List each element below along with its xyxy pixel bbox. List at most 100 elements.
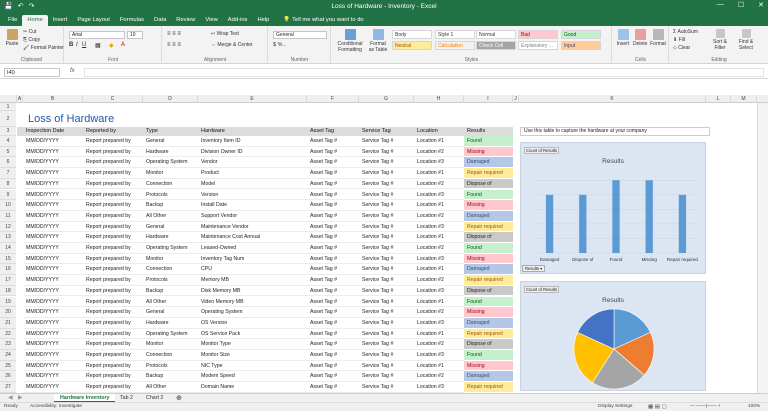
table-cell[interactable]: Backup [143,371,198,383]
table-cell[interactable]: MM/DD/YYYY [23,222,83,233]
close-icon[interactable]: ✕ [758,2,764,9]
tab-view[interactable]: View [205,17,218,23]
row-number[interactable]: 10 [0,200,16,211]
column-header[interactable]: L [706,95,731,103]
font-size-select[interactable]: 10 [127,31,143,39]
table-cell[interactable]: Asset Tag # [307,190,359,201]
tab-file[interactable]: File [8,17,18,23]
table-cell[interactable]: Asset Tag # [307,382,359,393]
table-cell[interactable]: Asset Tag # [307,222,359,233]
column-header[interactable]: H [414,95,464,103]
table-cell[interactable]: Asset Tag # [307,232,359,243]
row-number[interactable]: 13 [0,232,16,243]
table-cell[interactable]: Service Tag # [359,329,414,340]
row-number[interactable]: 25 [0,360,16,372]
select-all-corner[interactable] [0,95,17,103]
table-cell[interactable]: Service Tag # [359,361,414,372]
result-cell[interactable]: Dispose of [464,178,513,190]
table-cell[interactable]: Video Memory MB [198,297,307,308]
tab-add-ins[interactable]: Add-ins [227,17,248,23]
table-cell[interactable]: Location #3 [414,190,464,201]
table-cell[interactable]: MM/DD/YYYY [23,275,83,286]
table-cell[interactable]: Service Tag # [359,222,414,233]
insert-cells-button[interactable]: Insert [616,29,630,47]
table-cell[interactable]: Product [198,168,307,179]
tab-formulas[interactable]: Formulas [119,17,145,23]
table-cell[interactable]: Report prepared by [83,371,143,383]
table-cell[interactable]: Location #1 [414,361,464,372]
result-cell[interactable]: Repair required [464,275,513,286]
cell-style-option[interactable]: Bad [518,30,558,39]
result-cell[interactable]: Repair required [464,221,513,233]
row-number[interactable]: 17 [0,275,16,286]
row-number[interactable]: 27 [0,382,16,393]
result-cell[interactable]: Found [464,350,513,361]
tab-data[interactable]: Data [154,17,167,23]
table-cell[interactable]: Location #1 [414,168,464,179]
result-cell[interactable]: Damaged [464,371,513,383]
table-header-cell[interactable]: Results [467,128,486,134]
table-cell[interactable]: Location #1 [414,329,464,340]
table-cell[interactable]: Report prepared by [83,254,143,265]
table-cell[interactable]: Service Tag # [359,275,414,286]
table-cell[interactable]: Monitor Type [198,339,307,350]
column-header[interactable]: D [143,95,198,103]
table-cell[interactable]: Backup [143,200,198,211]
table-cell[interactable]: Asset Tag # [307,286,359,297]
table-cell[interactable]: MM/DD/YYYY [23,136,83,147]
table-cell[interactable]: Service Tag # [359,147,414,158]
table-cell[interactable]: MM/DD/YYYY [23,200,83,211]
row-number[interactable]: 20 [0,307,16,318]
maximize-icon[interactable]: ☐ [737,2,745,9]
format-cells-button[interactable]: Format [650,29,666,47]
cell-style-option[interactable]: Body [392,30,432,39]
tab-page-layout[interactable]: Page Layout [77,17,110,23]
table-cell[interactable]: Monitor Size [198,350,307,361]
table-cell[interactable]: MM/DD/YYYY [23,147,83,158]
column-header[interactable]: A [17,95,23,103]
row-number[interactable]: 11 [0,210,16,222]
table-cell[interactable]: MM/DD/YYYY [23,211,83,222]
format-painter-button[interactable]: 🖌 Format Painter [23,45,64,51]
table-cell[interactable]: Asset Tag # [307,200,359,211]
fill-button[interactable]: ⬇ Fill [673,37,685,43]
table-cell[interactable]: Asset Tag # [307,297,359,308]
result-cell[interactable]: Dispose of [464,285,513,297]
merge-center-button[interactable]: ⇔ Merge & Center [211,42,253,48]
table-cell[interactable]: Operating System [198,307,307,318]
table-cell[interactable]: Connection [143,264,198,276]
row-number[interactable]: 15 [0,253,16,265]
table-cell[interactable]: Report prepared by [83,222,143,233]
table-cell[interactable]: Install Date [198,200,307,211]
table-cell[interactable]: MM/DD/YYYY [23,264,83,276]
table-cell[interactable]: Protocols [143,361,198,372]
table-header-cell[interactable]: Type [146,128,158,134]
cell-style-option[interactable]: Style 1 [435,30,475,39]
table-cell[interactable]: Service Tag # [359,264,414,276]
scroll-left-icon[interactable]: ◀ [8,395,13,401]
vertical-scrollbar[interactable] [757,103,768,393]
result-cell[interactable]: Damaged [464,157,513,169]
bar-chart[interactable]: Count of Results Results Damaged Dispose … [520,142,706,274]
table-cell[interactable]: Service Tag # [359,297,414,308]
tab-insert[interactable]: Insert [52,17,68,23]
table-cell[interactable]: Maintenance Cost Annual [198,232,307,243]
cell-style-option[interactable]: Explanatory ... [518,41,558,50]
fx-icon[interactable]: fx [70,68,75,74]
row-number[interactable]: 16 [0,264,16,276]
table-cell[interactable]: Hardware [143,318,198,329]
tell-me-box[interactable]: 💡 Tell me what you want to do [278,15,368,26]
cell-style-option[interactable]: Check Cell [476,41,516,50]
cell-style-option[interactable]: Normal [476,30,516,39]
table-cell[interactable]: Service Tag # [359,350,414,361]
column-header[interactable]: C [83,95,143,103]
paste-button[interactable]: Paste [4,29,20,47]
table-cell[interactable]: Report prepared by [83,243,143,254]
table-cell[interactable]: MM/DD/YYYY [23,286,83,297]
table-cell[interactable]: Division Owner ID [198,147,307,158]
display-settings[interactable]: Display Settings [598,404,633,409]
column-header[interactable]: B [23,95,83,103]
table-cell[interactable]: MM/DD/YYYY [23,168,83,179]
table-cell[interactable]: Asset Tag # [307,254,359,265]
table-cell[interactable]: MM/DD/YYYY [23,382,83,393]
